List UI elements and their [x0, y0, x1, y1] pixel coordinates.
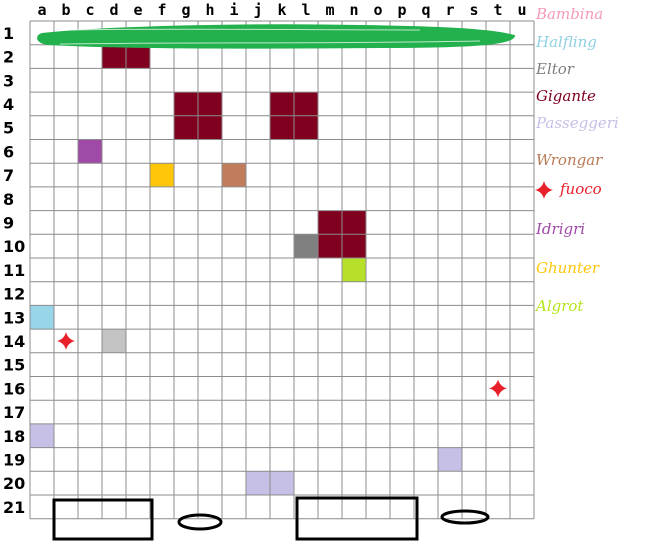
- token-passeggeri-r19[interactable]: [438, 447, 462, 472]
- legend-label: Halfling: [536, 33, 597, 51]
- column-label: r: [445, 1, 454, 19]
- row-21-outlines: [52, 496, 490, 541]
- fire-marker-t16[interactable]: [489, 379, 507, 398]
- row-label: 18: [3, 427, 25, 446]
- row-label: 19: [3, 450, 25, 469]
- legend-label: Ghunter: [536, 259, 600, 277]
- column-label: u: [517, 1, 526, 19]
- row-label: 21: [3, 498, 25, 517]
- column-label: i: [229, 1, 238, 19]
- column-label: k: [277, 1, 286, 19]
- legend-label: Wrongar: [536, 151, 603, 169]
- box-outline-right: [295, 496, 419, 541]
- ellipse-outline-left: [177, 513, 223, 531]
- column-label: l: [301, 1, 310, 19]
- column-label: n: [349, 1, 358, 19]
- box-outline-left: [52, 498, 154, 541]
- row-label: 3: [3, 71, 14, 90]
- legend-item-halfling: Halfling: [536, 33, 597, 51]
- legend-item-ghunter: Ghunter: [536, 259, 599, 277]
- legend-item-idrigri: Idrigri: [536, 220, 585, 238]
- row-label: 20: [3, 474, 25, 493]
- column-label: o: [373, 1, 382, 19]
- column-label: g: [181, 1, 190, 19]
- token-idrigri-c6[interactable]: [78, 139, 102, 164]
- fire-cross-icon: [535, 181, 553, 199]
- board-labels: a b c d e f g h i j k l m n o p q r s t u1234567891011121314…: [3, 1, 527, 517]
- row-label: 4: [3, 95, 14, 114]
- token-wrongar-i7[interactable]: [222, 163, 246, 187]
- column-label: f: [157, 1, 166, 19]
- token-neutral-d14[interactable]: [102, 329, 126, 353]
- row-label: 12: [3, 285, 25, 304]
- column-label: p: [397, 1, 406, 19]
- legend-label: Algrot: [536, 297, 584, 315]
- row-1-scribble: [37, 24, 516, 49]
- column-label: t: [493, 1, 502, 19]
- column-label: c: [85, 1, 94, 19]
- row-label: 2: [3, 48, 14, 67]
- legend-label: Bambina: [536, 5, 604, 23]
- column-label: b: [61, 1, 70, 19]
- legend-item-gigante: Gigante: [536, 87, 596, 105]
- token-ghunter-f7[interactable]: [150, 163, 174, 187]
- legend-label: Idrigri: [536, 220, 586, 238]
- legend-label: Eltor: [536, 60, 574, 78]
- column-label: e: [133, 1, 142, 19]
- row-label: 13: [3, 308, 25, 327]
- column-label: m: [325, 1, 334, 19]
- legend-item-algrot: Algrot: [536, 297, 583, 315]
- token-eltor-l10[interactable]: [294, 234, 318, 258]
- row-label: 8: [3, 190, 14, 209]
- column-label: j: [253, 1, 262, 19]
- row-label: 10: [3, 237, 25, 256]
- legend-label: Passeggeri: [536, 114, 619, 132]
- row-label: 11: [3, 261, 25, 280]
- fire-layer: [57, 331, 507, 398]
- row-label: 16: [3, 379, 25, 398]
- row-label: 15: [3, 356, 25, 375]
- column-label: s: [469, 1, 478, 19]
- row-label: 5: [3, 119, 14, 138]
- column-label: q: [421, 1, 430, 19]
- legend-label: fuoco: [560, 180, 602, 198]
- legend-item-passeggeri: Passeggeri: [536, 114, 619, 132]
- row-label: 7: [3, 166, 14, 185]
- legend-label: Gigante: [536, 87, 596, 105]
- column-label: d: [109, 1, 118, 19]
- column-label: h: [205, 1, 214, 19]
- legend-item-wrongar: Wrongar: [536, 151, 602, 169]
- row-label: 9: [3, 213, 14, 232]
- legend-item-fuoco: fuoco: [534, 180, 602, 200]
- row-label: 17: [3, 403, 25, 422]
- fire-marker-b14[interactable]: [57, 331, 75, 350]
- row-label: 6: [3, 142, 14, 161]
- green-scribble: [37, 24, 516, 49]
- legend-item-eltor: Eltor: [536, 60, 574, 78]
- token-algrot-n11[interactable]: [342, 258, 366, 282]
- ellipse-outline-right: [440, 509, 490, 525]
- row-label: 1: [3, 24, 14, 43]
- legend-item-bambina: Bambina: [536, 5, 603, 23]
- token-halfling-a13[interactable]: [30, 305, 54, 330]
- token-passeggeri-a18[interactable]: [30, 423, 54, 448]
- row-label: 14: [3, 332, 25, 351]
- column-label: a: [37, 1, 46, 19]
